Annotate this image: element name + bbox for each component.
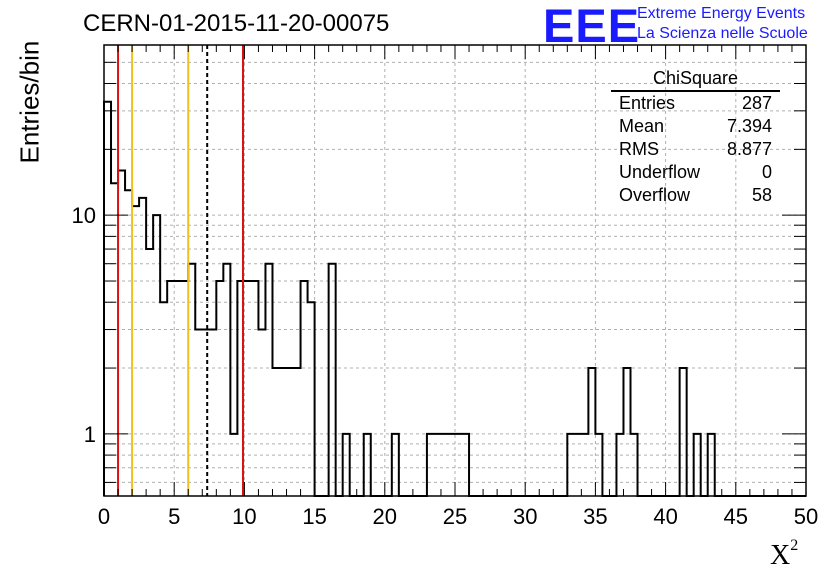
stats-value: 287 xyxy=(741,93,772,113)
x-axis-label: X2 xyxy=(770,536,799,571)
logo-line-2: La Scienza nelle Scuole xyxy=(637,25,808,42)
stats-value: 58 xyxy=(751,185,772,205)
stats-row: Underflow 0 xyxy=(611,161,780,184)
x-tick-label: 15 xyxy=(302,504,326,529)
stats-value: 0 xyxy=(761,162,772,182)
x-tick-label: 25 xyxy=(443,504,467,529)
x-tick-label: 0 xyxy=(98,504,110,529)
stats-row: Overflow 58 xyxy=(611,184,780,207)
stats-label: Underflow xyxy=(619,162,701,182)
stats-box: ChiSquare Entries 287 Mean 7.394 RMS 8.877 … xyxy=(611,67,780,207)
x-tick-label: 50 xyxy=(794,504,818,529)
stats-row: Mean 7.394 xyxy=(611,115,780,138)
stats-value: 8.877 xyxy=(726,139,772,159)
x-tick-label: 35 xyxy=(583,504,607,529)
y-tick-label: 10 xyxy=(72,203,96,228)
grid xyxy=(104,45,806,496)
threshold-lines xyxy=(117,45,244,496)
stats-label: RMS xyxy=(619,139,659,159)
chart-title: CERN-01-2015-11-20-00075 xyxy=(83,10,390,37)
y-tick-label: 1 xyxy=(84,422,96,447)
eee-logo: EEE xyxy=(543,0,641,52)
x-tick-label: 10 xyxy=(232,504,256,529)
stats-row: RMS 8.877 xyxy=(611,138,780,161)
stats-label: Mean xyxy=(619,116,665,136)
x-tick-label: 20 xyxy=(373,504,397,529)
axes: 0 5 10 15 20 25 30 35 40 45 50 1 10 xyxy=(72,44,818,529)
x-tick-label: 5 xyxy=(168,504,180,529)
x-tick-label: 40 xyxy=(653,504,677,529)
stats-value: 7.394 xyxy=(726,116,772,136)
logo-line-1: Extreme Energy Events xyxy=(637,5,806,22)
x-tick-label: 45 xyxy=(724,504,748,529)
y-axis-label: Entries/bin xyxy=(14,40,45,164)
stats-title: ChiSquare xyxy=(652,68,739,88)
stats-row: Entries 287 xyxy=(611,92,780,115)
stats-divider xyxy=(611,90,780,92)
stats-label: Entries xyxy=(619,93,676,113)
x-tick-label: 30 xyxy=(513,504,537,529)
stats-label: Overflow xyxy=(619,185,691,205)
